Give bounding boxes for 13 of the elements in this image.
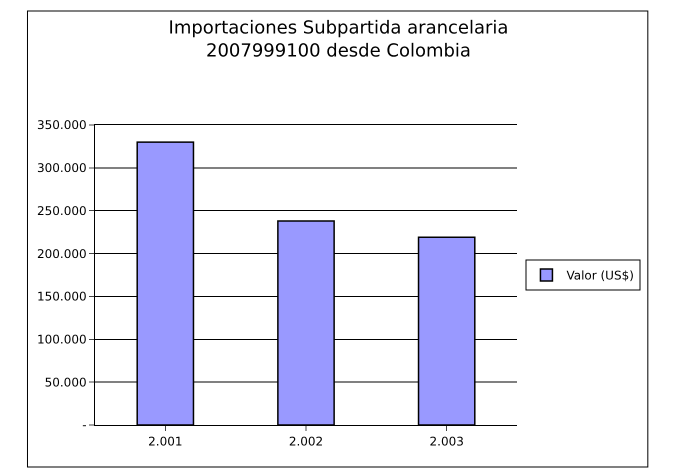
legend-label: Valor (US$) xyxy=(566,268,634,283)
x-tick-label: 2.001 xyxy=(148,434,183,448)
y-tick-label: - xyxy=(82,418,87,432)
y-tick-label: 300.000 xyxy=(36,161,87,176)
y-tick-label: 100.000 xyxy=(36,332,87,346)
x-tick-label: 2.002 xyxy=(288,434,324,448)
y-tick-label: 200.000 xyxy=(36,246,87,261)
y-tick-label: 50.000 xyxy=(44,375,87,390)
chart-title: Importaciones Subpartida arancelaria 2007999100 desde Colombia xyxy=(168,17,508,62)
y-tick-label: 150.000 xyxy=(36,290,87,304)
y-tick-label: 350.000 xyxy=(36,118,87,132)
y-tick-label: 250.000 xyxy=(36,204,87,218)
x-tick-label: 2.003 xyxy=(429,434,464,448)
